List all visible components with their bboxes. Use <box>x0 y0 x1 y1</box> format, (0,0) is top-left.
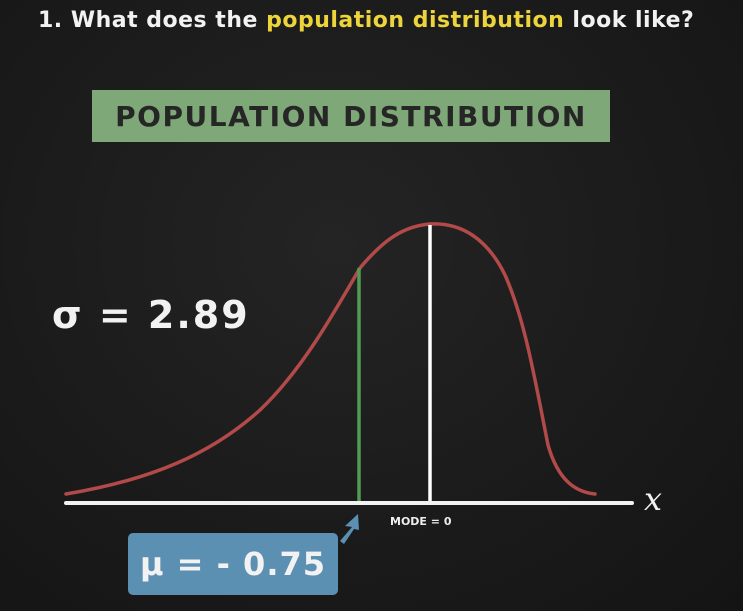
mu-arrow <box>340 514 359 544</box>
mu-label: μ = - 0.75 <box>139 545 326 583</box>
question-highlight: population distribution <box>266 8 565 33</box>
question-prefix: 1. What does the <box>38 8 267 33</box>
question-heading: 1. What does the population distribution… <box>38 8 694 33</box>
x-axis-label: x <box>644 480 663 518</box>
sigma-label: σ = 2.89 <box>52 293 250 337</box>
distribution-curve <box>64 222 597 496</box>
title-banner: POPULATION DISTRIBUTION <box>92 90 610 142</box>
diagram-title: POPULATION DISTRIBUTION <box>115 99 587 133</box>
mu-callout: μ = - 0.75 <box>128 533 338 595</box>
question-suffix: look like? <box>564 8 695 33</box>
mode-label: MODE = 0 <box>390 515 452 528</box>
